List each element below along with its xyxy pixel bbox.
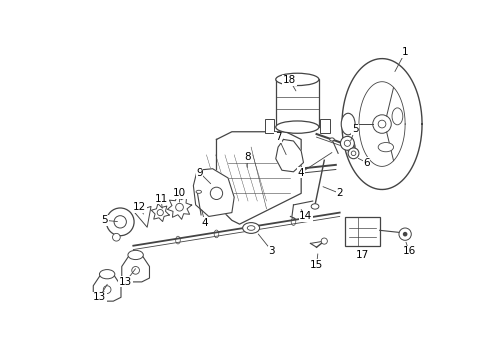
Bar xyxy=(320,120,330,133)
Ellipse shape xyxy=(128,250,143,260)
Text: 2: 2 xyxy=(336,188,343,198)
Text: 5: 5 xyxy=(101,215,108,225)
Ellipse shape xyxy=(341,113,355,135)
Ellipse shape xyxy=(378,143,393,152)
Circle shape xyxy=(403,232,408,237)
Circle shape xyxy=(341,136,354,150)
Text: 12: 12 xyxy=(133,202,146,212)
Text: 7: 7 xyxy=(275,132,281,142)
Polygon shape xyxy=(276,139,303,172)
Text: 5: 5 xyxy=(352,125,358,134)
Ellipse shape xyxy=(276,121,319,133)
Bar xyxy=(265,120,274,133)
Ellipse shape xyxy=(99,270,115,279)
Polygon shape xyxy=(93,274,121,301)
Polygon shape xyxy=(151,204,169,221)
Polygon shape xyxy=(134,206,151,227)
Ellipse shape xyxy=(276,73,319,86)
Polygon shape xyxy=(168,195,192,219)
Ellipse shape xyxy=(243,222,260,233)
Ellipse shape xyxy=(196,190,201,193)
Circle shape xyxy=(103,286,111,293)
Text: 9: 9 xyxy=(196,167,203,177)
Circle shape xyxy=(399,228,411,240)
Bar xyxy=(276,80,319,127)
Circle shape xyxy=(348,148,359,159)
Text: 13: 13 xyxy=(119,277,132,287)
Text: 4: 4 xyxy=(201,217,208,228)
Bar xyxy=(345,217,380,247)
Text: 13: 13 xyxy=(93,292,106,302)
Ellipse shape xyxy=(311,204,319,209)
Circle shape xyxy=(114,216,126,228)
Text: 6: 6 xyxy=(363,158,370,167)
Text: 1: 1 xyxy=(402,48,409,58)
Circle shape xyxy=(378,120,386,128)
Text: 3: 3 xyxy=(269,246,275,256)
Polygon shape xyxy=(217,132,301,224)
Circle shape xyxy=(373,115,392,133)
Text: 15: 15 xyxy=(310,260,323,270)
Text: 4: 4 xyxy=(298,167,304,177)
Circle shape xyxy=(113,233,120,241)
Polygon shape xyxy=(122,255,149,282)
Circle shape xyxy=(351,151,356,156)
Circle shape xyxy=(321,238,327,244)
Text: 8: 8 xyxy=(244,152,250,162)
Circle shape xyxy=(106,208,134,236)
Text: 11: 11 xyxy=(154,194,168,204)
Text: 16: 16 xyxy=(402,246,416,256)
Ellipse shape xyxy=(347,141,355,153)
Circle shape xyxy=(344,140,350,147)
Circle shape xyxy=(132,266,140,274)
Circle shape xyxy=(210,187,222,199)
Polygon shape xyxy=(194,169,234,216)
Text: 17: 17 xyxy=(356,250,369,260)
Ellipse shape xyxy=(392,108,403,125)
Ellipse shape xyxy=(247,226,255,230)
Circle shape xyxy=(348,144,354,150)
Text: 18: 18 xyxy=(283,75,296,85)
Polygon shape xyxy=(342,59,422,189)
Text: 10: 10 xyxy=(173,188,186,198)
Circle shape xyxy=(157,210,163,216)
Ellipse shape xyxy=(330,138,334,141)
Circle shape xyxy=(176,203,183,211)
Text: 14: 14 xyxy=(299,211,313,221)
